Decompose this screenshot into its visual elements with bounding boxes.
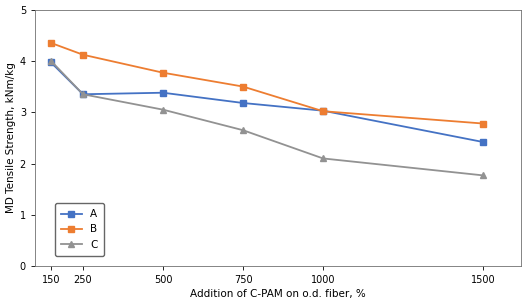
B	[320, 109, 326, 113]
Legend: A, B, C: A, B, C	[55, 203, 104, 256]
C	[160, 108, 166, 112]
C	[48, 59, 54, 63]
Line: C: C	[48, 58, 486, 178]
C	[240, 128, 246, 132]
A	[320, 109, 326, 113]
A	[160, 91, 166, 95]
B	[80, 53, 86, 56]
C	[80, 92, 86, 96]
Line: A: A	[48, 59, 486, 145]
Line: B: B	[48, 40, 486, 127]
A	[480, 140, 486, 144]
C	[480, 174, 486, 177]
C	[320, 156, 326, 160]
B	[240, 85, 246, 88]
B	[480, 122, 486, 125]
A	[240, 101, 246, 105]
Y-axis label: MD Tensile Strength, kNm/kg: MD Tensile Strength, kNm/kg	[6, 63, 16, 213]
B	[48, 41, 54, 45]
A	[48, 61, 54, 64]
X-axis label: Addition of C-PAM on o.d. fiber, %: Addition of C-PAM on o.d. fiber, %	[190, 289, 366, 300]
B	[160, 71, 166, 74]
A	[80, 92, 86, 96]
